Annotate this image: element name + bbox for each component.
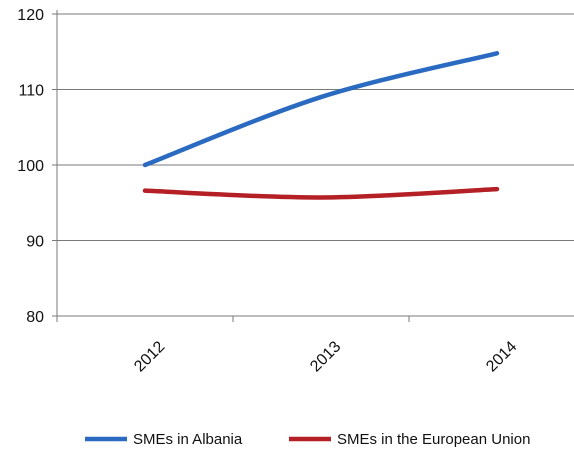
y-tick-label-80: 80 [26,309,44,326]
series-line-albania [142,51,500,168]
legend-label-0: SMEs in Albania [133,431,243,448]
legend-label-1: SMEs in the European Union [337,431,530,448]
x-tick-label-2013: 2013 [307,338,344,375]
series-line-european-union [142,186,500,200]
x-tick-label-2014: 2014 [483,338,520,375]
gridlines [57,13,574,241]
y-tick-label-90: 90 [26,234,44,251]
y-tick-label-100: 100 [17,158,44,175]
y-tick-label-110: 110 [18,83,44,100]
series-lines [142,51,500,200]
y-tick-label-120: 120 [17,7,44,24]
legend: SMEs in Albania SMEs in the European Unio… [85,431,530,448]
x-tick-label-2012: 2012 [131,338,168,375]
axes [52,10,574,322]
